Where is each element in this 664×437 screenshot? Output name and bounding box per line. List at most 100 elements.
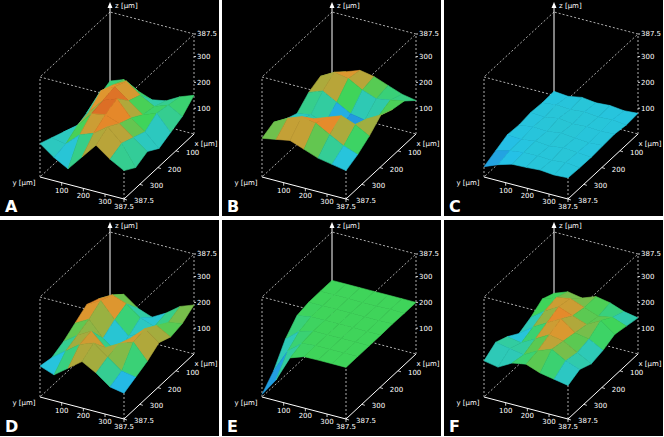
y-tick-label: 387.5	[114, 203, 134, 211]
x-tick	[602, 168, 605, 169]
x-axis-line	[346, 134, 416, 199]
x-tick	[584, 404, 587, 405]
y-tick-label: 387.5	[336, 203, 356, 211]
x-tick	[398, 151, 401, 152]
z-axis-title: z [µm]	[115, 2, 138, 10]
y-tick-label: 200	[521, 412, 534, 420]
z-axis-title: z [µm]	[115, 222, 138, 230]
y-tick-label: 200	[77, 192, 90, 200]
surface-patch	[262, 351, 288, 394]
z-tick	[638, 56, 640, 57]
x-axis-line	[124, 134, 194, 199]
x-tick-label: 387.5	[578, 197, 598, 205]
z-tick	[416, 56, 418, 57]
z-tick-label: 387.5	[641, 250, 661, 258]
x-tick-label: 200	[612, 386, 625, 394]
y-tick-label: 387.5	[558, 423, 578, 431]
surface	[484, 292, 638, 386]
y-tick	[61, 183, 62, 186]
x-tick-label: 387.5	[356, 197, 376, 205]
y-tick-label: 200	[299, 412, 312, 420]
x-tick	[346, 419, 349, 420]
y-tick-label: 387.5	[558, 203, 578, 211]
z-tick-label: 387.5	[197, 30, 217, 38]
panel: z [µm]100200300387.5y [µm]100200300387.5…	[444, 220, 663, 436]
z-tick	[638, 82, 640, 83]
y-tick-label: 300	[98, 418, 111, 426]
x-tick	[346, 199, 349, 200]
box-edge	[110, 12, 194, 34]
z-tick-label: 300	[641, 53, 654, 61]
box-edge	[262, 232, 332, 297]
background	[0, 0, 664, 437]
y-tick	[305, 188, 306, 191]
surface	[484, 91, 638, 177]
surface-patch	[168, 305, 194, 324]
z-tick-label: 387.5	[641, 30, 661, 38]
x-tick	[380, 388, 383, 389]
z-tick-label: 100	[419, 105, 432, 113]
box-edge	[416, 254, 417, 354]
y-axis-title: y [µm]	[456, 399, 479, 407]
z-tick	[416, 108, 418, 109]
z-tick	[194, 254, 196, 255]
figure: z [µm]100200300387.5y [µm]100200300387.5…	[0, 0, 664, 437]
box-edge	[484, 232, 554, 297]
x-tick	[602, 388, 605, 389]
y-tick-label: 100	[499, 407, 512, 415]
box-edge	[554, 232, 638, 254]
surface-patch	[379, 100, 405, 116]
y-tick	[83, 188, 84, 191]
x-axis-title: x [µm]	[638, 360, 661, 368]
z-tick-label: 387.5	[419, 30, 439, 38]
y-tick-label: 387.5	[114, 423, 134, 431]
x-tick	[620, 151, 623, 152]
y-tick-label: 100	[277, 407, 290, 415]
surface-patch	[122, 342, 148, 377]
y-axis-title: y [µm]	[12, 399, 35, 407]
z-axis-title: z [µm]	[337, 2, 360, 10]
x-tick	[176, 371, 179, 372]
z-tick	[638, 254, 640, 255]
z-tick-label: 100	[419, 325, 432, 333]
z-tick	[194, 108, 196, 109]
box-edge	[40, 12, 110, 77]
box-edge	[110, 232, 194, 254]
x-tick-label: 387.5	[578, 417, 598, 425]
z-tick-label: 300	[419, 273, 432, 281]
x-tick-label: 387.5	[356, 417, 376, 425]
x-tick	[380, 168, 383, 169]
box-edge	[638, 34, 639, 134]
panel-label: F	[449, 417, 460, 436]
surface-patch	[110, 371, 136, 393]
x-tick-label: 200	[390, 386, 403, 394]
y-tick	[105, 194, 106, 197]
z-tick-label: 300	[419, 53, 432, 61]
z-axis-title: z [µm]	[559, 222, 582, 230]
x-tick	[568, 199, 571, 200]
z-tick-label: 200	[197, 79, 210, 87]
box-edge	[554, 12, 638, 34]
panel: z [µm]100200300387.5y [µm]100200300387.5…	[444, 0, 663, 216]
box-edge	[40, 77, 41, 177]
z-tick-label: 300	[641, 273, 654, 281]
y-tick	[105, 414, 106, 417]
box-edge	[332, 12, 416, 34]
y-tick	[549, 194, 550, 197]
panel-background	[444, 0, 663, 216]
box-edge	[332, 232, 416, 254]
surface-patch	[68, 133, 94, 169]
z-tick	[194, 302, 196, 303]
x-tick-label: 300	[372, 402, 385, 410]
panel-label: E	[227, 417, 238, 436]
x-tick-label: 200	[390, 166, 403, 174]
panel-label: D	[5, 417, 18, 436]
box-edge	[416, 34, 417, 134]
surface-patch	[332, 146, 358, 171]
x-tick-label: 200	[612, 166, 625, 174]
panel-background	[222, 0, 441, 216]
x-tick	[568, 419, 571, 420]
panel-background	[444, 220, 663, 436]
x-tick-label: 387.5	[134, 197, 154, 205]
z-axis-title: z [µm]	[559, 2, 582, 10]
